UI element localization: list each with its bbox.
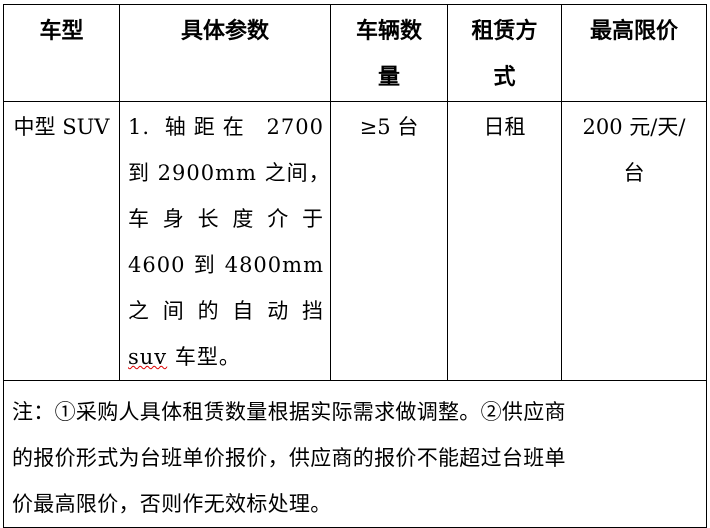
vehicle-rental-table: 车型 具体参数 车辆数量 租赁方式 最高限价 中型 SUV 1. 轴距在 270… <box>3 4 707 528</box>
header-quantity: 车辆数量 <box>330 4 448 102</box>
price-text: 200 元/天/ <box>582 115 686 139</box>
table-row: 中型 SUV 1. 轴距在 2700 到 2900mm 之间， 车身长度介于 4… <box>3 101 707 381</box>
params-line: 4600 到 4800mm <box>128 253 324 277</box>
params-word: 车型。 <box>167 345 241 369</box>
params-line: 之间的自动挡 <box>128 299 324 323</box>
header-params: 具体参数 <box>119 4 331 102</box>
cell-rental-mode: 日租 <box>447 101 562 381</box>
model-text: 中型 SUV <box>13 115 110 139</box>
header-label: 租赁方 <box>471 19 538 44</box>
cell-params: 1. 轴距在 2700 到 2900mm 之间， 车身长度介于 4600 到 4… <box>119 101 331 381</box>
params-line: suv 车型。 <box>128 334 324 380</box>
note-cell: 注：①采购人具体租赁数量根据实际需求做调整。②供应商 的报价形式为台班单价报价，… <box>3 380 707 528</box>
note-line: 注：①采购人具体租赁数量根据实际需求做调整。②供应商 <box>12 400 566 424</box>
header-label: 式 <box>493 65 516 90</box>
header-label: 车型 <box>39 19 84 44</box>
params-line: 车身长度介于 <box>128 207 324 231</box>
cell-quantity: ≥5 台 <box>330 101 448 381</box>
cell-price: 200 元/天/台 <box>561 101 707 381</box>
header-model: 车型 <box>3 4 120 102</box>
note-line: 的报价形式为台班单价报价，供应商的报价不能超过台班单 <box>12 446 566 470</box>
header-label: 最高限价 <box>589 19 678 44</box>
header-label: 量 <box>377 65 400 90</box>
quantity-text: ≥5 台 <box>359 115 419 139</box>
params-word: suv <box>128 345 168 369</box>
params-line: 1. 轴距在 2700 <box>128 115 324 139</box>
header-price: 最高限价 <box>561 4 707 102</box>
note-line: 价最高限价，否则作无效标处理。 <box>12 492 332 516</box>
rental-mode-text: 日租 <box>483 115 526 139</box>
params-line: 到 2900mm 之间， <box>128 161 331 185</box>
header-rental-mode: 租赁方式 <box>447 4 562 102</box>
cell-model: 中型 SUV <box>3 101 120 381</box>
header-label: 具体参数 <box>180 19 269 44</box>
header-label: 车辆数 <box>355 19 422 44</box>
note-row: 注：①采购人具体租赁数量根据实际需求做调整。②供应商 的报价形式为台班单价报价，… <box>3 380 707 528</box>
price-text: 台 <box>623 161 645 185</box>
header-row: 车型 具体参数 车辆数量 租赁方式 最高限价 <box>3 4 707 102</box>
